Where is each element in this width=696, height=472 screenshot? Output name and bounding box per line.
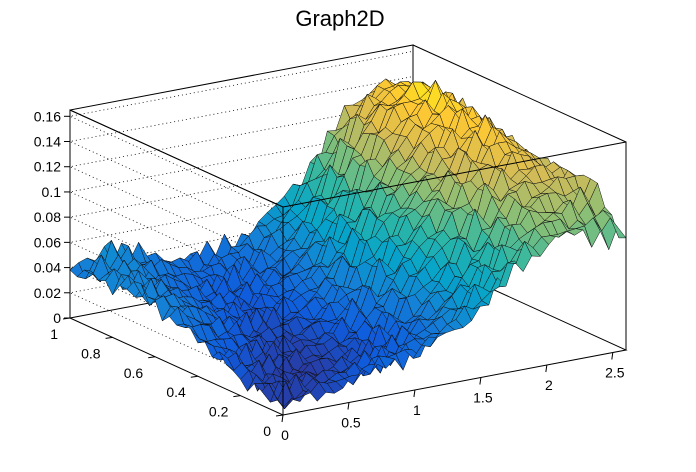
y-tick-mark xyxy=(62,317,71,320)
x-tick-mark xyxy=(413,389,416,398)
z-tick-label: 0 xyxy=(53,310,61,326)
front-wall-edges xyxy=(282,141,627,415)
tick-layer: 0 0.02 0.04 0.06 0.08 0.1 0.12 0.14 0.16 0 0.5 1 1.5… xyxy=(34,108,625,443)
axis-frame-front xyxy=(69,44,627,415)
chart-title: Graph2D xyxy=(295,6,384,31)
top-left-edge xyxy=(69,109,284,208)
y-tick-label: 0.8 xyxy=(81,345,101,361)
y-tick-label: 0.4 xyxy=(166,384,186,400)
x-tick-mark xyxy=(545,364,548,373)
x-tick-label: 0 xyxy=(281,427,289,443)
y-tick-label: 0.2 xyxy=(209,404,229,420)
y-tick-mark xyxy=(105,336,113,339)
y-tick-mark xyxy=(148,356,156,359)
z-tick-label: 0.06 xyxy=(34,234,61,250)
z-tick-label: 0.04 xyxy=(34,260,61,276)
surface-cell xyxy=(610,217,627,239)
y-tick-label: 0.6 xyxy=(124,365,144,381)
x-tick-mark xyxy=(281,414,284,423)
z-tick-label: 0.1 xyxy=(42,184,62,200)
x-tick-label: 0.5 xyxy=(341,415,361,431)
x-tick-label: 2.5 xyxy=(605,365,625,381)
top-right-edge xyxy=(412,44,627,143)
y-tick-label: 0 xyxy=(263,423,271,439)
z-tick-label: 0.16 xyxy=(34,108,61,124)
z-tick-label: 0.08 xyxy=(34,209,61,225)
x-tick-label: 2 xyxy=(545,377,553,393)
z-tick-label: 0.12 xyxy=(34,159,61,175)
x-tick-label: 1 xyxy=(413,402,421,418)
z-tick-label: 0.14 xyxy=(34,134,61,150)
y-tick-mark xyxy=(233,395,241,398)
x-tick-mark xyxy=(611,352,614,360)
y-tick-mark xyxy=(190,375,198,378)
x-tick-label: 1.5 xyxy=(473,390,493,406)
x-tick-mark xyxy=(347,402,350,410)
x-tick-mark xyxy=(479,377,482,385)
y-tick-label: 1 xyxy=(50,326,58,342)
y-tick-mark xyxy=(275,414,284,417)
surface-layer xyxy=(69,78,627,410)
z-tick-label: 0.02 xyxy=(34,285,61,301)
